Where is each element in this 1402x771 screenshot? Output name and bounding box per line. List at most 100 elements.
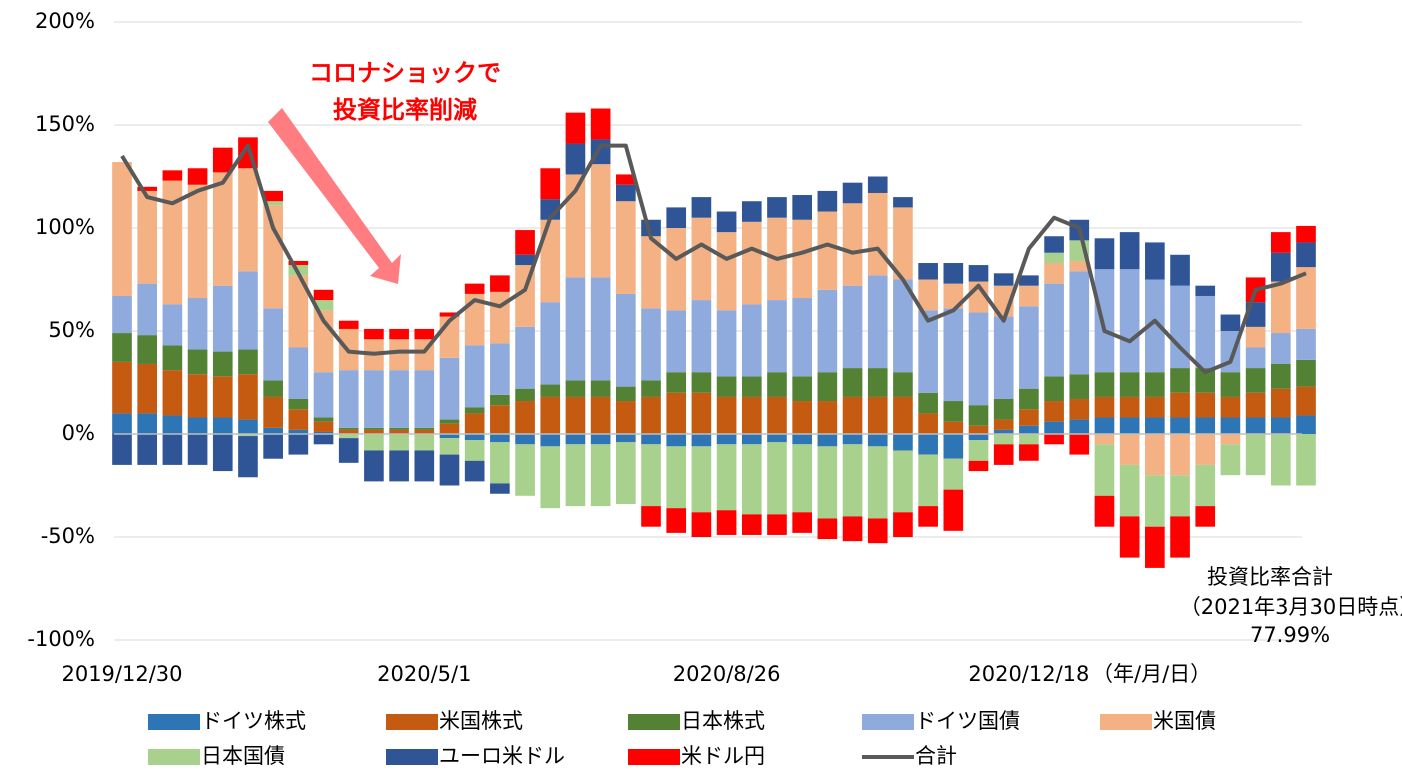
legend-swatch (1100, 714, 1152, 730)
bar-segment (918, 392, 938, 414)
bar-segment (968, 265, 989, 282)
bar-segment (817, 434, 838, 447)
bar-segment (187, 298, 208, 350)
bar-segment (1044, 421, 1064, 434)
y-tick-label: 50% (48, 318, 95, 342)
bar-segment (616, 442, 636, 505)
bar-segment (313, 289, 334, 301)
bar-segment (1019, 285, 1039, 307)
bar-segment (389, 434, 409, 451)
legend-swatch (862, 714, 914, 730)
bar-segment (893, 207, 913, 280)
legend-swatch (386, 749, 438, 765)
bar-segment (414, 328, 435, 340)
bar-segment (590, 277, 611, 381)
bar-segment (212, 147, 233, 173)
bar-segment (238, 436, 258, 478)
bar-segment (1270, 434, 1291, 486)
bar-segment (968, 312, 989, 406)
bar-segment (993, 398, 1014, 420)
bar-segment (1069, 398, 1090, 420)
bar-segment (212, 376, 233, 418)
bar-segment (338, 370, 359, 428)
bar-segment (112, 333, 132, 362)
bar-segment (187, 168, 208, 185)
bar-segment (616, 434, 636, 443)
bar-segment (540, 168, 561, 200)
bar-segment (1195, 506, 1216, 527)
bar-segment (1069, 260, 1090, 272)
bar-segment (918, 454, 938, 507)
bar-segment (716, 510, 737, 535)
bar-segment (1270, 252, 1291, 282)
legend-label: ドイツ国債 (915, 709, 1020, 733)
bar-segment (313, 300, 334, 311)
bar-segment (112, 413, 132, 434)
bar-segment (389, 339, 409, 371)
bar-segment (590, 396, 611, 434)
bar-segment (893, 396, 913, 434)
bar-segment (565, 444, 586, 507)
bar-segment (389, 427, 409, 430)
y-tick-label: -100% (27, 627, 95, 651)
bar-segment (1170, 368, 1190, 393)
bar-segment (162, 415, 183, 434)
bar-segment (943, 458, 964, 490)
bar-segment (565, 396, 586, 434)
bar-segment (490, 483, 510, 494)
bar-segment (464, 407, 485, 414)
bar-segment (313, 421, 334, 432)
bar-segment (389, 450, 409, 482)
bar-segment (666, 372, 687, 393)
bar-segment (212, 172, 233, 286)
bar-segment (741, 514, 762, 535)
bar-segment (1170, 285, 1190, 369)
bar-segment (263, 380, 283, 397)
bar-segment (691, 434, 712, 447)
legend-label: 合計 (915, 744, 957, 768)
bar-segment (212, 351, 233, 377)
bar-segment (741, 304, 762, 377)
bar-segment (1094, 434, 1115, 445)
bar-segment (817, 518, 838, 540)
bar-segment (691, 217, 712, 301)
bar-segment (1170, 254, 1190, 286)
bar-segment (212, 285, 233, 352)
bar-segment (918, 263, 938, 280)
bar-segment (817, 289, 838, 373)
bar-segment (313, 372, 334, 418)
bar-segment (464, 345, 485, 408)
bar-segment (112, 162, 132, 296)
bar-segment (112, 361, 132, 414)
bar-segment (1145, 475, 1165, 527)
bar-segment (1296, 267, 1316, 329)
bar-segment (792, 512, 812, 533)
bar-segment (590, 108, 611, 140)
bar-segment (666, 228, 687, 311)
bar-segment (540, 219, 561, 303)
bar-segment (817, 190, 838, 212)
bar-segment (867, 176, 888, 193)
bar-segment (691, 300, 712, 373)
bar-segment (918, 310, 938, 393)
bar-segment (590, 444, 611, 507)
bar-segment (1094, 396, 1115, 418)
bar-segment (490, 434, 510, 443)
bar-segment (137, 363, 158, 414)
bar-segment (1245, 392, 1266, 418)
bar-segment (238, 349, 258, 375)
annotation: コロナショックで (309, 59, 501, 87)
bar-segment (238, 168, 258, 272)
x-unit: （年/月/日） (1092, 662, 1211, 686)
bar-segment (1094, 372, 1115, 397)
bar-segment (364, 429, 384, 434)
bar-segment (842, 182, 863, 204)
bar-segment (666, 434, 687, 447)
bar-segment (263, 427, 283, 434)
bar-segment (666, 392, 687, 434)
bar-segment (716, 376, 737, 397)
bar-segment (162, 434, 183, 465)
bar-segment (1069, 374, 1090, 399)
bar-segment (993, 444, 1014, 465)
bar-segment (162, 170, 183, 181)
